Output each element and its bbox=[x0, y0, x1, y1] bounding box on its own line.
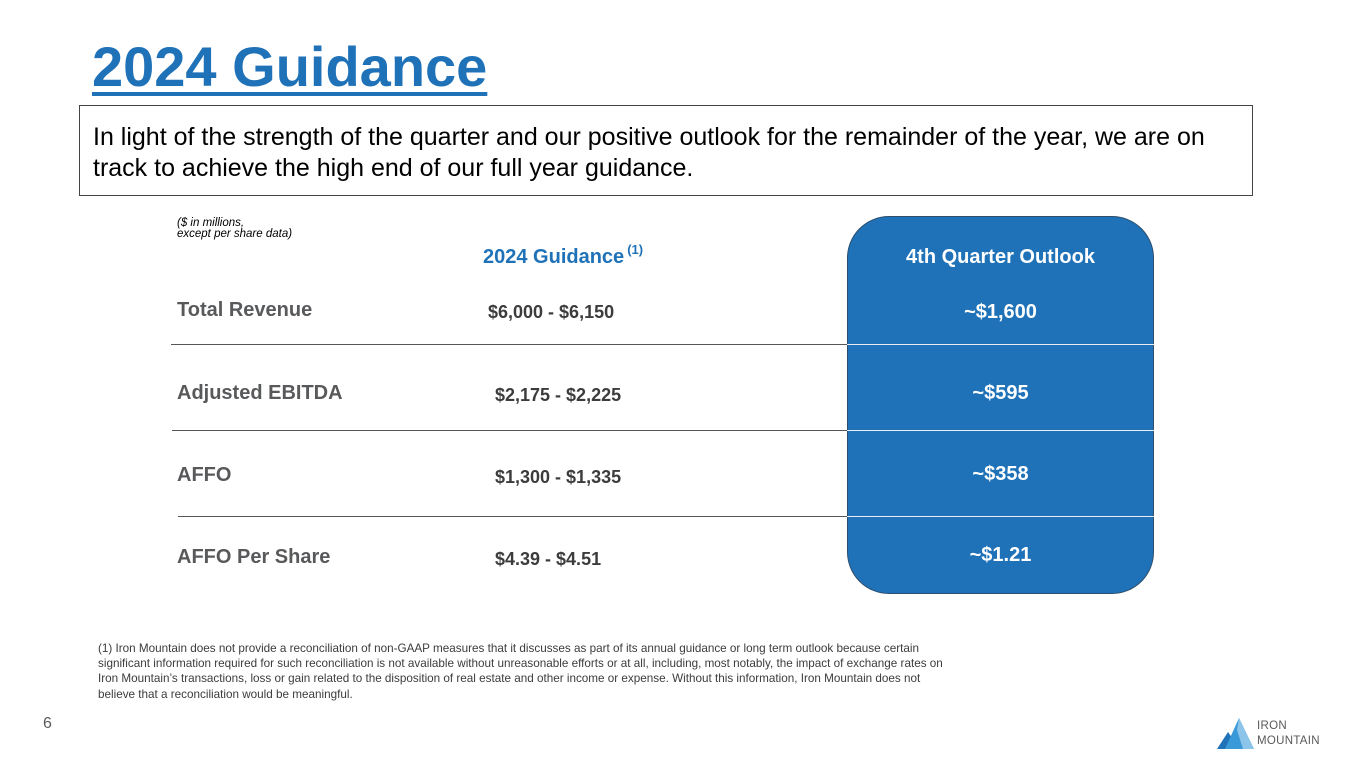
summary-callout: In light of the strength of the quarter … bbox=[79, 105, 1253, 196]
mountain-icon bbox=[1217, 718, 1254, 749]
logo-wordmark: IRON MOUNTAIN bbox=[1257, 719, 1320, 749]
row-outlook-affo: ~$358 bbox=[972, 463, 1029, 485]
outlook-column-header: 4th Quarter Outlook bbox=[906, 246, 1095, 268]
row-label-affo: AFFO bbox=[177, 464, 232, 486]
row-label-adjusted-ebitda: Adjusted EBITDA bbox=[177, 382, 343, 404]
guidance-column-header: 2024 Guidance (1) bbox=[483, 242, 643, 269]
row-label-total-revenue: Total Revenue bbox=[177, 299, 313, 321]
row-range-total-revenue: $6,000 - $6,150 bbox=[488, 302, 615, 322]
row-range-affo: $1,300 - $1,335 bbox=[495, 467, 622, 487]
footnote-ref: (1) bbox=[627, 242, 644, 257]
outlook-panel bbox=[847, 216, 1154, 594]
row-outlook-total-revenue: ~$1,600 bbox=[964, 301, 1037, 323]
units-note-line: except per share data) bbox=[177, 228, 293, 240]
footnote: (1) Iron Mountain does not provide a rec… bbox=[98, 642, 943, 701]
units-note-line: ($ in millions, bbox=[177, 217, 245, 229]
page-title: 2024 Guidance bbox=[92, 35, 488, 98]
row-divider bbox=[847, 344, 1154, 345]
row-divider bbox=[847, 516, 1154, 517]
row-divider bbox=[171, 344, 847, 345]
logo-line: MOUNTAIN bbox=[1257, 735, 1320, 747]
company-logo: IRON MOUNTAIN bbox=[1217, 716, 1347, 752]
units-note: ($ in millions, except per share data) bbox=[177, 217, 293, 240]
row-divider bbox=[172, 430, 847, 431]
row-range-affo-per-share: $4.39 - $4.51 bbox=[495, 549, 602, 569]
row-outlook-affo-per-share: ~$1.21 bbox=[969, 544, 1032, 566]
guidance-column-label: 2024 Guidance bbox=[483, 246, 625, 268]
row-range-adjusted-ebitda: $2,175 - $2,225 bbox=[495, 385, 622, 405]
row-divider bbox=[178, 516, 847, 517]
page-number: 6 bbox=[43, 715, 52, 732]
row-outlook-adjusted-ebitda: ~$595 bbox=[972, 382, 1029, 404]
logo-line: IRON bbox=[1257, 720, 1287, 732]
row-divider bbox=[847, 430, 1154, 431]
row-label-affo-per-share: AFFO Per Share bbox=[177, 546, 331, 568]
